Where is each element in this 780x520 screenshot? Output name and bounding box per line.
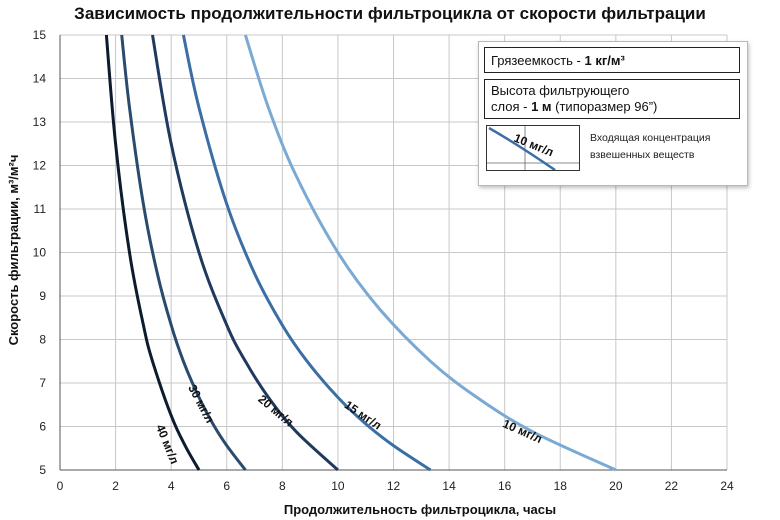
x-tick-label: 0 — [57, 479, 64, 493]
legend-dirt-capacity: Грязеемкость - 1 кг/м³ — [484, 47, 740, 73]
y-tick-label: 5 — [39, 463, 46, 477]
y-tick-label: 6 — [39, 420, 46, 434]
y-axis-title: Скорость фильтрации, м³/м²ч — [6, 155, 21, 346]
y-tick-label: 14 — [33, 72, 47, 86]
x-tick-label: 10 — [331, 479, 345, 493]
x-axis-title: Продолжительность фильтроцикла, часы — [284, 502, 556, 517]
legend-sample-description: Входящая концентрация взвешенных веществ — [590, 132, 711, 161]
y-tick-label: 8 — [39, 333, 46, 347]
y-tick-label: 11 — [34, 202, 47, 216]
legend-sample-swatch: 10 мг/л — [486, 125, 580, 172]
x-tick-label: 24 — [720, 479, 734, 493]
x-tick-label: 20 — [609, 479, 623, 493]
x-tick-label: 2 — [112, 479, 119, 493]
series-line-2 — [151, 34, 339, 472]
x-tick-label: 14 — [442, 479, 456, 493]
series-label-1: 30 мг/л — [185, 382, 217, 425]
x-tick-label: 22 — [665, 479, 679, 493]
legend-layer-height: Высота фильтрующего слоя - 1 м (типоразм… — [484, 79, 740, 119]
series-line-4 — [243, 34, 617, 472]
chart-title: Зависимость продолжительности фильтроцик… — [74, 4, 706, 23]
x-tick-label: 12 — [387, 479, 401, 493]
y-tick-label: 12 — [33, 159, 47, 173]
series-label-3: 15 мг/л — [342, 398, 384, 433]
x-tick-label: 8 — [279, 479, 286, 493]
x-tick-label: 16 — [498, 479, 512, 493]
series-label-2: 20 мг/л — [255, 392, 296, 429]
x-tick-label: 4 — [168, 479, 175, 493]
x-tick-label: 6 — [223, 479, 230, 493]
y-tick-label: 9 — [39, 289, 46, 303]
series-label-4: 10 мг/л — [501, 416, 545, 446]
x-tick-label: 18 — [554, 479, 568, 493]
series-line-3 — [181, 34, 432, 472]
y-tick-label: 10 — [33, 246, 47, 260]
y-tick-label: 13 — [33, 115, 47, 129]
y-tick-label: 7 — [39, 376, 46, 390]
series-line-0 — [104, 34, 201, 471]
series-lines — [104, 34, 617, 472]
series-line-1 — [120, 34, 247, 471]
y-tick-label: 15 — [33, 28, 47, 42]
